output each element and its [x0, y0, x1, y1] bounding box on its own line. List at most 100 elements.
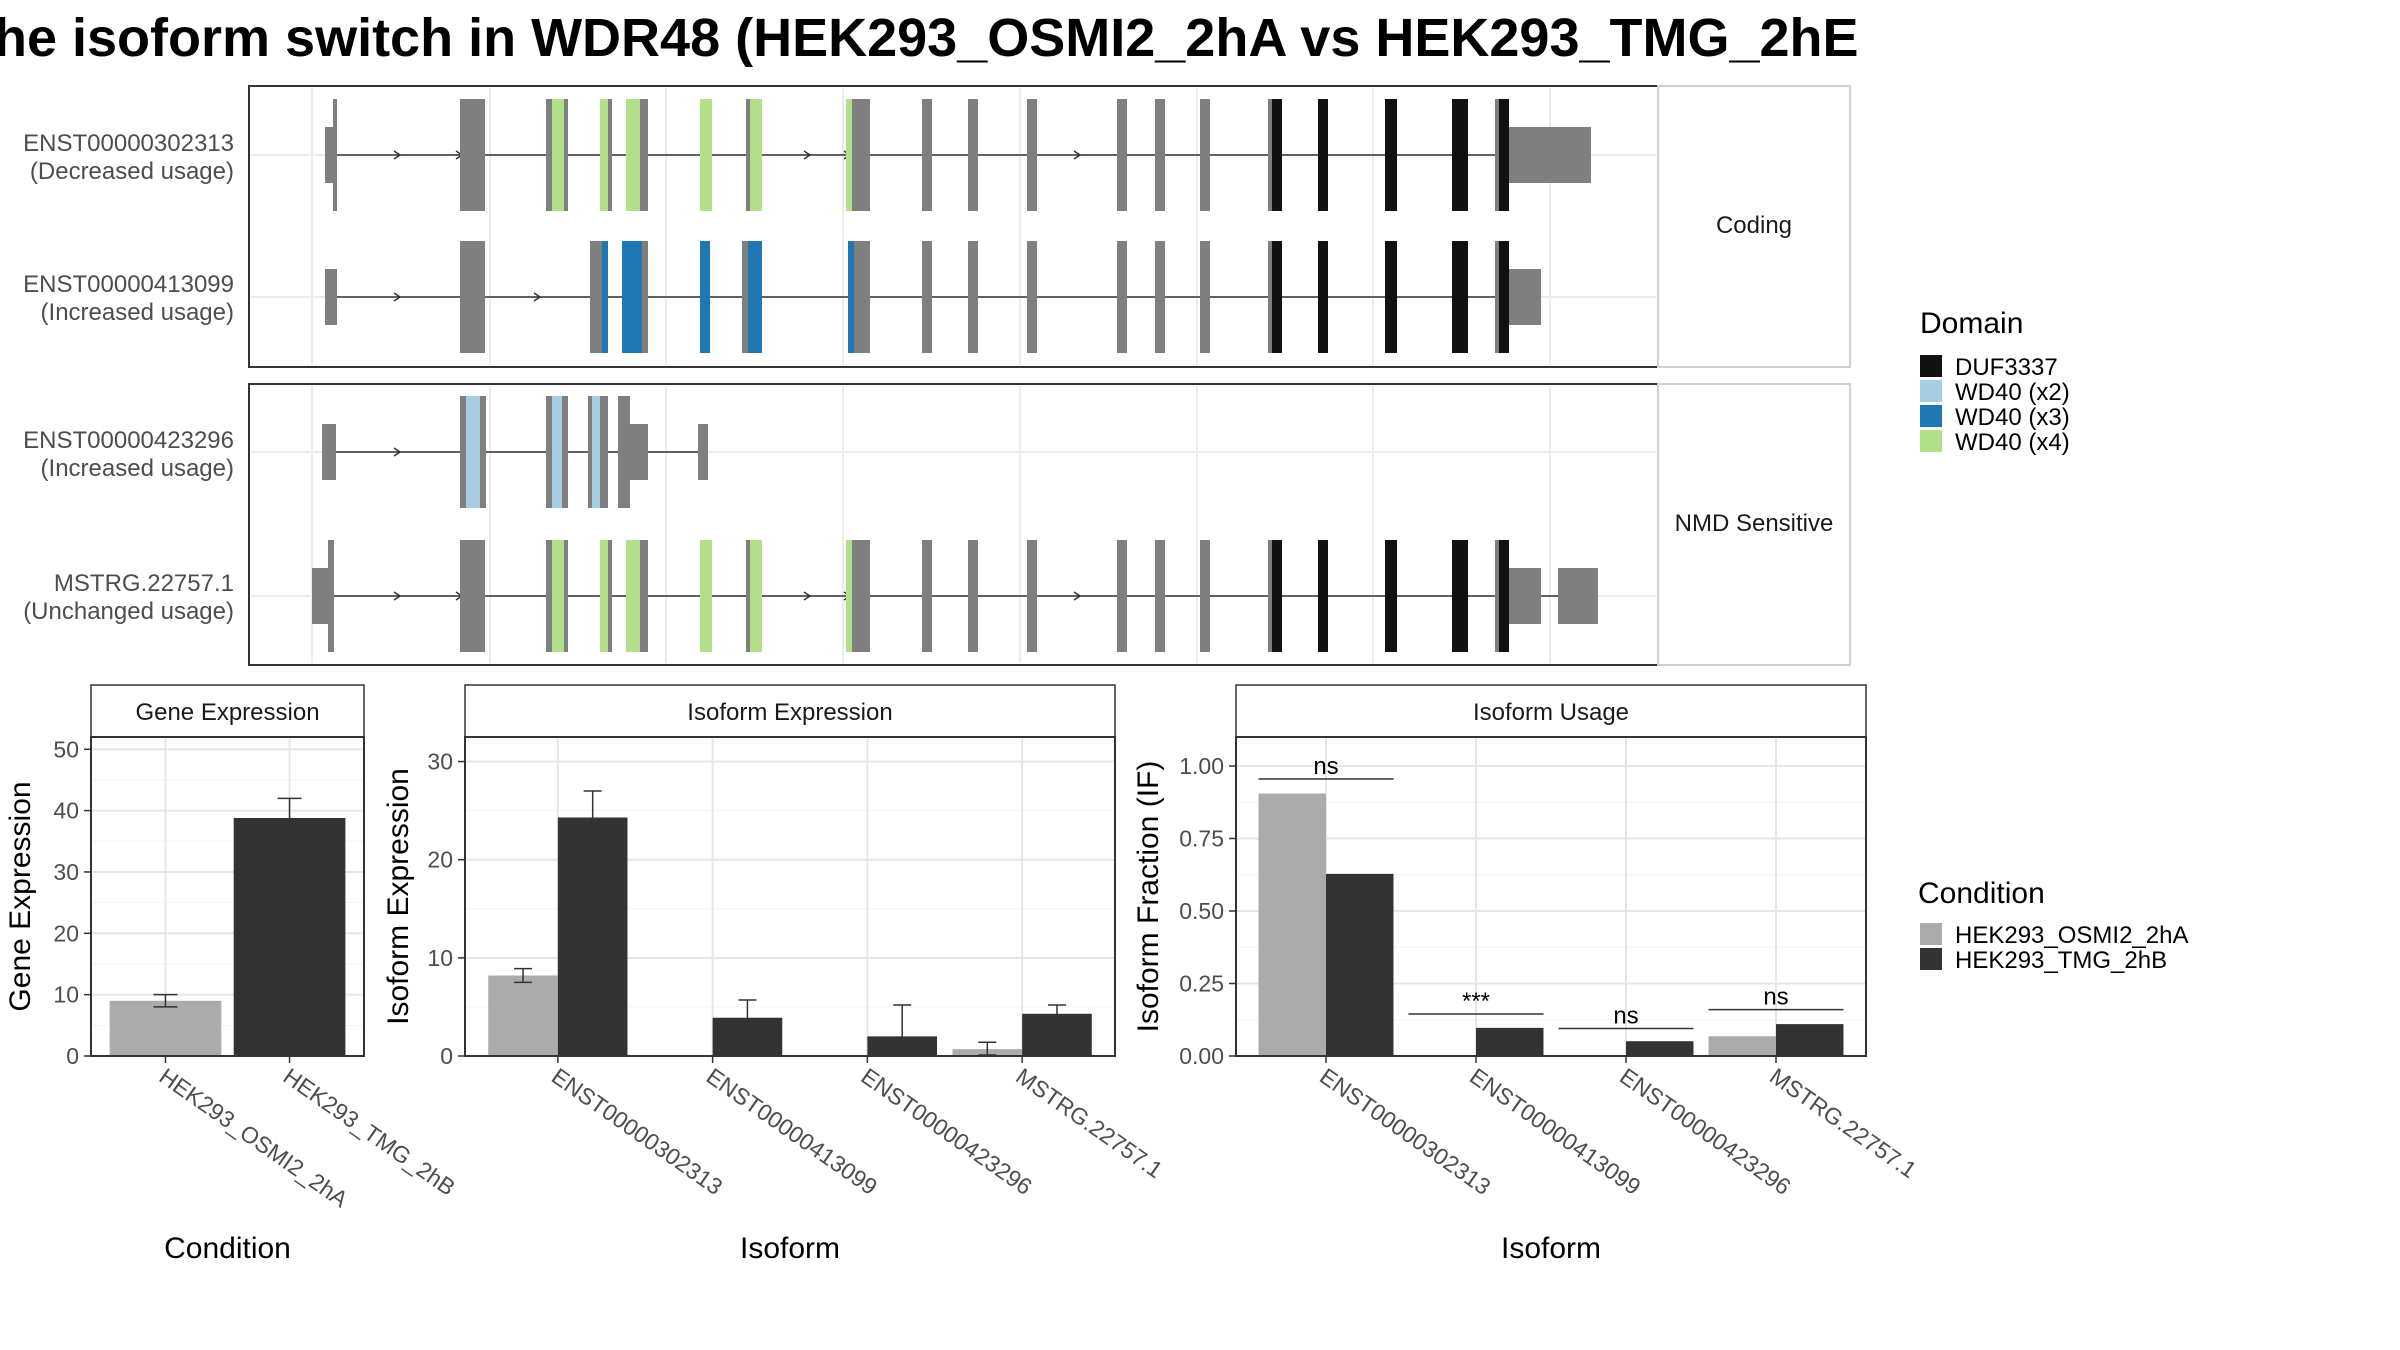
exon	[1200, 99, 1210, 211]
strand-arrow	[803, 150, 812, 160]
exon	[640, 540, 648, 652]
exon	[922, 241, 932, 353]
domain-duf3337	[1452, 99, 1468, 211]
exon	[312, 568, 328, 624]
exon	[854, 241, 870, 353]
transcript-models	[251, 88, 1656, 663]
exon	[968, 99, 978, 211]
domain-wd40	[552, 99, 564, 211]
legend-label: DUF3337	[1955, 354, 2058, 381]
exon	[328, 540, 334, 652]
x-tick-label: MSTRG.22757.1	[1011, 1063, 1167, 1183]
panel-title: Gene Expression	[135, 699, 319, 726]
domain-duf3337	[1272, 241, 1282, 353]
domain-legend-title: Domain	[1920, 307, 2023, 340]
exon	[746, 99, 750, 211]
exon	[546, 540, 552, 652]
domain-duf3337	[1385, 540, 1397, 652]
exon	[562, 396, 568, 508]
y-tick-label: 1.00	[1179, 753, 1224, 779]
bar	[1476, 1027, 1544, 1056]
domain-wd40	[602, 241, 608, 353]
figure-title: he isoform switch in WDR48 (HEK293_OSMI2…	[0, 8, 1859, 68]
legend-key-wd40-x2	[1920, 380, 1942, 402]
coding-strip	[1657, 85, 1851, 368]
domain-duf3337	[1318, 241, 1328, 353]
legend-key-wd40-x3	[1920, 405, 1942, 427]
bar	[1776, 1024, 1844, 1056]
exon	[1268, 540, 1272, 652]
domain-legend: Domain DUF3337 WD40 (x2) WD40 (x3) WD40 …	[1920, 307, 2070, 456]
domain-duf3337	[1272, 540, 1282, 652]
domain-wd40	[748, 241, 762, 353]
y-tick-label: 40	[53, 798, 79, 824]
condition-legend: Condition HEK293_OSMI2_2hA HEK293_TMG_2h…	[1918, 877, 2188, 974]
domain-duf3337	[1318, 540, 1328, 652]
exon	[742, 241, 748, 353]
transcript-structure-panel: Coding NMD Sensitive ENST00000302313 (De…	[23, 85, 1851, 666]
exon	[460, 396, 466, 508]
panel-title: Isoform Expression	[687, 699, 892, 726]
exon	[618, 396, 630, 508]
plot-border	[464, 736, 1116, 1057]
legend-label: WD40 (x2)	[1955, 379, 2070, 406]
exon	[600, 396, 608, 508]
exon	[322, 424, 336, 480]
exon	[1558, 568, 1598, 624]
y-tick-label: 0.75	[1179, 826, 1224, 852]
exon	[1155, 99, 1165, 211]
exon	[564, 99, 568, 211]
y-axis-title: Isoform Fraction (IF)	[1132, 761, 1165, 1033]
legend-key-duf3337	[1920, 355, 1942, 377]
y-tick-label: 30	[53, 859, 79, 885]
transcript-id-label: MSTRG.22757.1	[54, 570, 234, 597]
bar	[1258, 793, 1326, 1056]
y-axis-title: Gene Expression	[4, 781, 37, 1011]
x-axis-title: Condition	[164, 1232, 291, 1265]
domain-wd40	[552, 540, 564, 652]
exon	[588, 396, 592, 508]
domain-duf3337	[1318, 99, 1328, 211]
bar	[1626, 1041, 1694, 1056]
y-axis-title: Isoform Expression	[382, 768, 415, 1025]
legend-key-osmi2	[1920, 923, 1942, 945]
bar	[233, 817, 346, 1056]
x-tick-label: ENST00000302313	[547, 1063, 727, 1200]
exon	[1027, 99, 1037, 211]
domain-wd40	[552, 396, 562, 508]
y-tick-label: 20	[53, 920, 79, 946]
exon	[746, 540, 750, 652]
exon	[460, 540, 485, 652]
exon	[325, 269, 337, 325]
legend-label: WD40 (x4)	[1955, 429, 2070, 456]
exon	[1268, 241, 1272, 353]
isoform-usage-chart: Isoform Usage ns *** ns ns 0.00 0.25 0.50 0.75 1.…	[1132, 684, 1921, 1265]
domain-duf3337	[1272, 99, 1282, 211]
isoform-expression-chart: Isoform Expression 0 10 20 30 ENST00000302313…	[382, 684, 1168, 1265]
exon	[1495, 241, 1499, 353]
domain-wd40	[600, 99, 608, 211]
exon	[1155, 241, 1165, 353]
y-tick-label: 10	[53, 982, 79, 1008]
exon	[1117, 241, 1127, 353]
exon	[608, 540, 612, 652]
domain-wd40	[626, 99, 640, 211]
exon	[1027, 540, 1037, 652]
condition-legend-title: Condition	[1918, 877, 2045, 910]
y-tick-label: 20	[427, 847, 453, 873]
exon	[1117, 540, 1127, 652]
gene-expression-chart: Gene Expression01020304050HEK293_OSMI2_2…	[4, 684, 460, 1265]
bar	[1708, 1036, 1776, 1056]
exon	[1509, 568, 1541, 624]
strand-arrow	[393, 292, 402, 302]
exon	[1495, 540, 1499, 652]
strand-arrow	[533, 292, 542, 302]
domain-wd40	[848, 241, 854, 353]
exon	[630, 424, 648, 480]
facet-label-nmd-sensitive: NMD Sensitive	[1675, 510, 1834, 537]
domain-wd40	[592, 396, 600, 508]
y-tick-label: 0.25	[1179, 971, 1224, 997]
domain-duf3337	[1385, 241, 1397, 353]
significance-label: ***	[1462, 988, 1490, 1015]
